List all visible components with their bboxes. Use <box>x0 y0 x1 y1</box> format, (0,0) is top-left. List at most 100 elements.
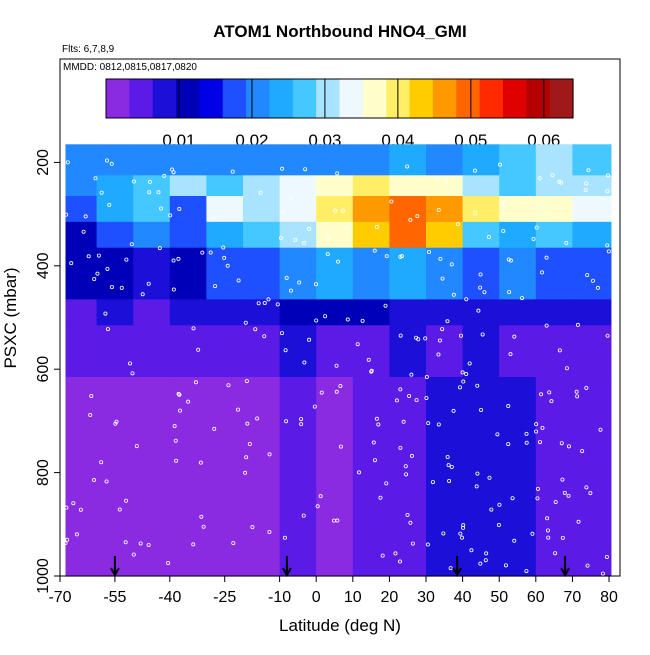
heatmap-cell <box>243 247 281 301</box>
heatmap-cell <box>316 247 354 301</box>
sample-point <box>267 529 272 534</box>
sample-point <box>445 455 450 460</box>
heatmap-cell <box>169 299 208 326</box>
sample-point <box>549 399 554 404</box>
x-tick-label: -55 <box>103 589 126 606</box>
sample-point <box>334 363 339 368</box>
x-tick-label: 80 <box>600 589 618 606</box>
heatmap-cell <box>426 221 464 249</box>
heatmap-cell <box>499 376 537 577</box>
sample-point <box>448 566 453 571</box>
heatmap-cell <box>535 376 574 577</box>
sample-point <box>166 560 171 565</box>
heatmap-cell <box>133 247 171 301</box>
sample-point <box>168 213 173 218</box>
sample-point <box>221 245 226 250</box>
sample-point <box>544 255 549 260</box>
sample-point <box>374 416 379 421</box>
sample-point <box>124 257 129 262</box>
sample-point <box>576 519 581 524</box>
heatmap-cell <box>389 376 427 577</box>
sample-point <box>408 520 413 525</box>
y-tick-label: 800 <box>35 459 52 486</box>
sample-point <box>384 254 389 259</box>
sample-point <box>508 258 513 263</box>
heatmap-cell <box>352 196 391 223</box>
sample-point <box>331 518 336 523</box>
sample-point <box>314 318 319 323</box>
sample-point <box>280 210 285 215</box>
sample-point <box>159 206 164 211</box>
sample-point <box>458 385 463 390</box>
sample-point <box>123 540 128 545</box>
x-tick-label: -70 <box>48 589 71 606</box>
sample-point <box>213 284 218 289</box>
heatmap-cell <box>206 144 244 176</box>
heatmap-cell <box>352 221 391 249</box>
heatmap-cell <box>316 325 354 378</box>
sample-point <box>557 348 562 353</box>
heatmap-cell <box>462 175 500 197</box>
x-axis-label: Latitude (deg N) <box>279 616 401 635</box>
sample-point <box>475 471 480 476</box>
heatmap-cell <box>206 325 244 378</box>
sample-point <box>473 211 478 216</box>
sample-point <box>117 507 122 512</box>
sample-point <box>225 263 230 268</box>
sample-point <box>426 249 431 254</box>
sample-point <box>297 280 302 285</box>
sample-point <box>114 419 119 424</box>
sample-point <box>177 207 182 212</box>
heatmap-cell <box>499 221 537 249</box>
sample-point <box>438 256 443 261</box>
sample-point <box>130 371 135 376</box>
colorbar-swatch <box>152 79 177 118</box>
sample-point <box>403 464 408 469</box>
sample-point <box>147 190 152 195</box>
heatmap-cell <box>279 175 317 197</box>
heatmap-cell <box>572 221 612 249</box>
sample-point <box>534 429 539 434</box>
sample-point <box>128 361 133 366</box>
sample-point <box>460 370 465 375</box>
sample-point <box>105 266 110 271</box>
sample-point <box>399 254 404 259</box>
sample-point <box>560 477 565 482</box>
sample-point <box>243 470 248 475</box>
sample-point <box>198 460 203 465</box>
sample-point <box>475 383 480 388</box>
heatmap-cell <box>65 175 98 197</box>
sample-point <box>83 214 88 219</box>
sample-point <box>372 248 377 253</box>
sample-point <box>63 541 68 546</box>
heatmap-cell <box>279 196 317 223</box>
sample-point <box>545 528 550 533</box>
sample-point <box>119 285 124 290</box>
sample-point <box>512 538 517 543</box>
heatmap-cell <box>352 247 391 301</box>
sample-point <box>65 537 70 542</box>
y-axis-label: PSXC (mbar) <box>1 267 20 368</box>
heatmap-cell <box>572 144 612 176</box>
y-tick-label: 200 <box>35 149 52 176</box>
heatmap-cells <box>65 144 612 577</box>
heatmap-cell <box>389 247 427 301</box>
heatmap-cell <box>133 196 171 223</box>
heatmap-cell <box>65 144 98 176</box>
sample-point <box>410 541 415 546</box>
chart-title: ATOM1 Northbound HNO4_GMI <box>213 22 466 41</box>
sample-point <box>374 225 379 230</box>
sample-point <box>574 389 579 394</box>
sample-point <box>301 513 306 518</box>
sample-point <box>360 318 365 323</box>
sample-point <box>231 541 236 546</box>
heatmap-cell <box>426 196 464 223</box>
heatmap-cell <box>279 376 317 577</box>
sample-point <box>147 179 152 184</box>
sample-point <box>279 331 284 336</box>
sample-point <box>436 422 441 427</box>
sample-point <box>222 255 227 260</box>
sample-point <box>496 523 501 528</box>
sample-point <box>315 504 320 509</box>
heatmap-cell <box>169 325 208 378</box>
